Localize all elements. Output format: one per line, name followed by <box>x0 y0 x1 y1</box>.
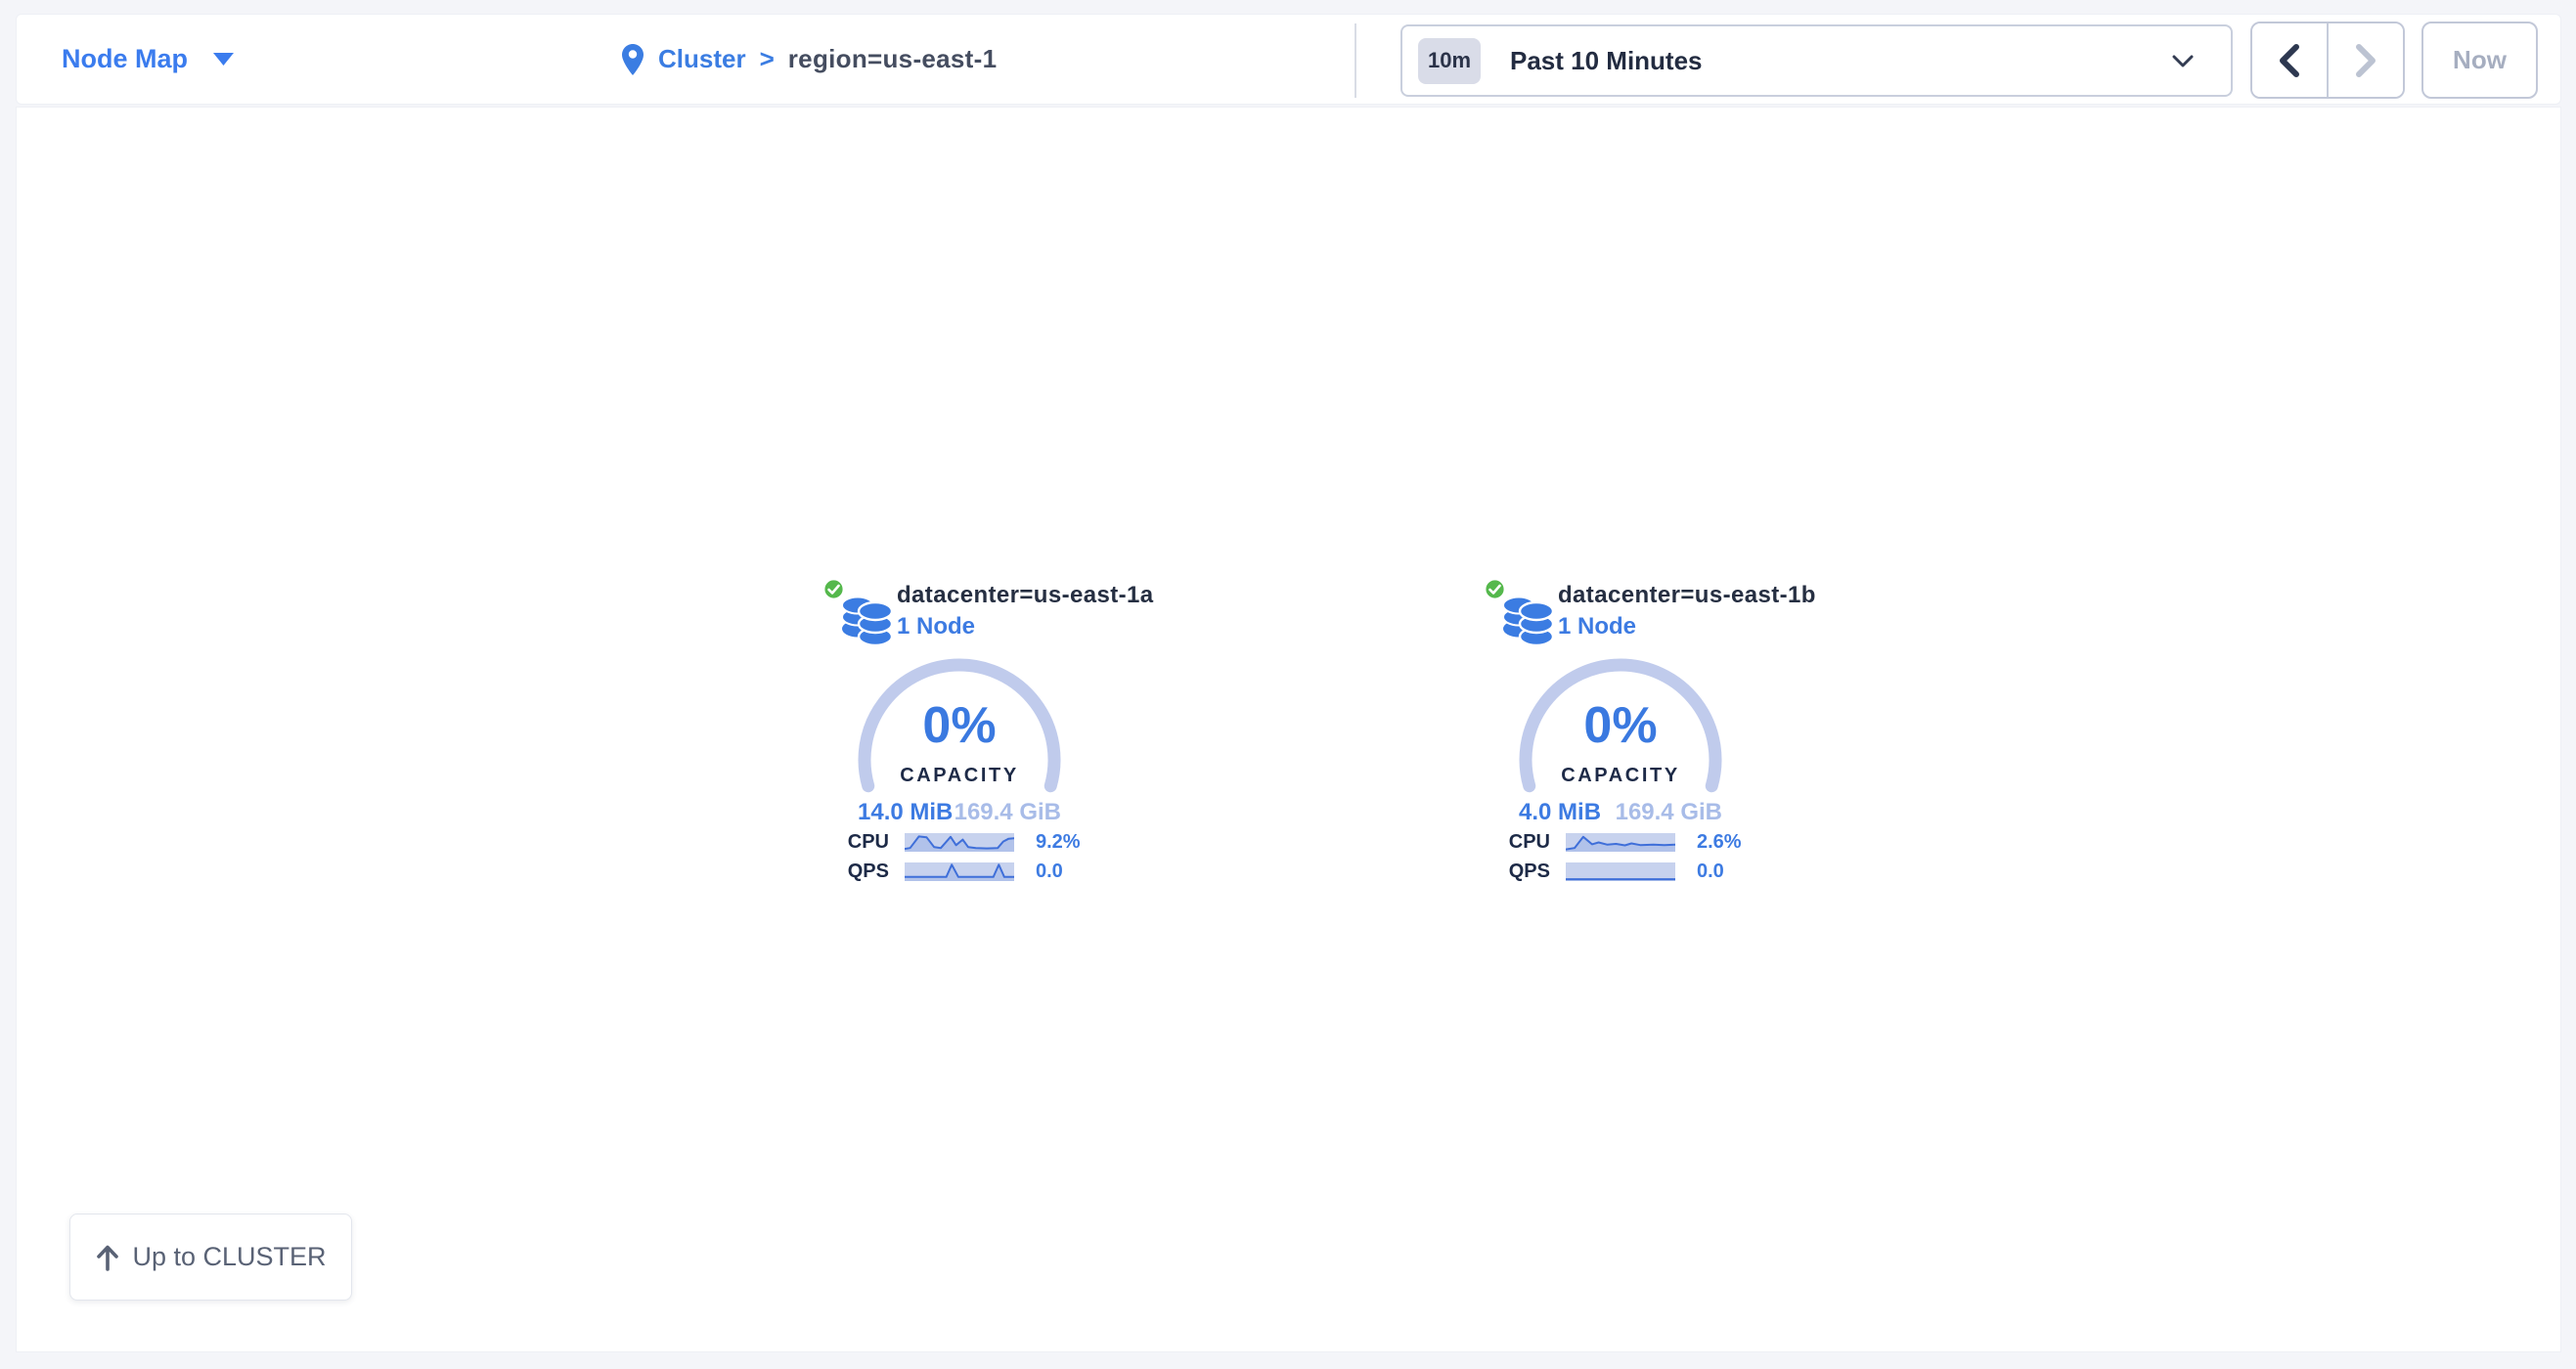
qps-sparkline <box>905 861 1014 881</box>
node-count-link[interactable]: 1 Node <box>1558 613 1637 640</box>
chevron-down-icon <box>2172 55 2194 66</box>
cpu-value: 9.2% <box>1036 830 1081 853</box>
capacity-gauge-arc <box>1519 658 1722 793</box>
view-selector-dropdown[interactable]: Node Map <box>62 15 235 104</box>
time-range-label: Past 10 Minutes <box>1510 45 1703 75</box>
view-selector-label: Node Map <box>62 44 189 73</box>
chevron-right-icon <box>2356 43 2376 77</box>
cpu-value: 2.6% <box>1697 830 1742 853</box>
time-range-badge: 10m <box>1418 37 1481 84</box>
status-ok-icon <box>1484 578 1506 600</box>
time-range-dropdown[interactable]: 10m Past 10 Minutes <box>1400 24 2233 97</box>
database-stack-icon <box>1502 596 1555 647</box>
cpu-metric-row: CPU 9.2% <box>813 830 1106 853</box>
datacenter-card-us-east-1b[interactable]: datacenter=us-east-1b 1 Node 0% CAPACITY… <box>1474 576 1815 899</box>
chevron-left-icon <box>2280 43 2299 77</box>
capacity-percent: 0% <box>922 697 997 754</box>
capacity-total: 169.4 GiB <box>954 799 1061 825</box>
capacity-label: CAPACITY <box>900 765 1019 786</box>
up-to-cluster-button[interactable]: Up to CLUSTER <box>69 1214 352 1301</box>
up-to-cluster-label: Up to CLUSTER <box>132 1242 327 1271</box>
cpu-sparkline <box>1566 832 1675 852</box>
location-pin-icon <box>622 43 644 75</box>
cpu-label: CPU <box>1508 830 1550 853</box>
qps-label: QPS <box>847 860 889 882</box>
qps-label: QPS <box>1508 860 1550 882</box>
breadcrumb-separator: > <box>759 44 775 73</box>
capacity-total: 169.4 GiB <box>1615 799 1722 825</box>
caret-down-icon <box>213 53 235 66</box>
node-count-link[interactable]: 1 Node <box>897 613 976 640</box>
capacity-values: 4.0 MiB 169.4 GiB <box>1519 799 1722 826</box>
database-stack-icon <box>841 596 894 647</box>
status-ok-icon <box>822 578 845 600</box>
datacenter-card-us-east-1a[interactable]: datacenter=us-east-1a 1 Node 0% CAPACITY… <box>813 576 1153 899</box>
qps-sparkline <box>1566 861 1675 881</box>
now-button[interactable]: Now <box>2421 22 2538 99</box>
up-arrow-icon <box>97 1245 119 1271</box>
capacity-gauge-arc <box>858 658 1061 793</box>
time-nav-group <box>2250 22 2405 99</box>
breadcrumb-cluster-link[interactable]: Cluster <box>658 44 746 73</box>
capacity-percent: 0% <box>1583 697 1658 754</box>
time-next-button[interactable] <box>2329 23 2403 97</box>
capacity-used: 4.0 MiB <box>1519 799 1602 825</box>
breadcrumb: Cluster > region=us-east-1 <box>621 15 997 104</box>
top-bar: Node Map Cluster > region=us-east-1 10m … <box>16 14 2561 105</box>
node-map-canvas: datacenter=us-east-1a 1 Node 0% CAPACITY… <box>16 107 2561 1352</box>
breadcrumb-current: region=us-east-1 <box>787 44 998 73</box>
time-prev-button[interactable] <box>2252 23 2329 97</box>
cpu-sparkline <box>905 832 1014 852</box>
qps-value: 0.0 <box>1036 860 1063 882</box>
datacenter-title: datacenter=us-east-1a <box>897 582 1154 608</box>
qps-value: 0.0 <box>1697 860 1724 882</box>
datacenter-title: datacenter=us-east-1b <box>1558 582 1816 608</box>
cpu-metric-row: CPU 2.6% <box>1474 830 1767 853</box>
qps-metric-row: QPS 0.0 <box>1474 860 1767 882</box>
capacity-values: 14.0 MiB 169.4 GiB <box>858 799 1061 826</box>
capacity-label: CAPACITY <box>1561 765 1680 786</box>
header-divider <box>1355 23 1356 98</box>
cpu-label: CPU <box>847 830 889 853</box>
capacity-used: 14.0 MiB <box>858 799 954 825</box>
qps-metric-row: QPS 0.0 <box>813 860 1106 882</box>
